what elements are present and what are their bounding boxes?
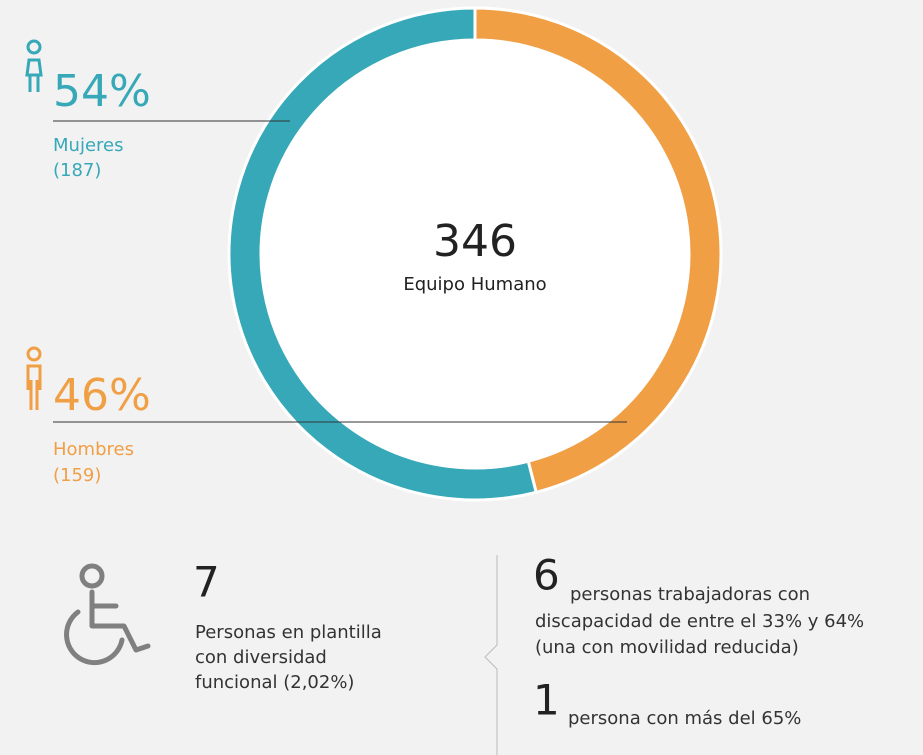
stat-text: persona con más del 65% bbox=[568, 708, 801, 729]
center-value: 346 bbox=[433, 216, 517, 267]
stat-value: 7 bbox=[193, 558, 220, 607]
count-label: (159) bbox=[53, 465, 101, 486]
value-label: 54% bbox=[53, 66, 151, 117]
stat-value: 6 bbox=[533, 551, 560, 600]
stat-text: (una con movilidad reducida) bbox=[535, 637, 799, 658]
category-label: Mujeres bbox=[53, 135, 123, 156]
value-label: 46% bbox=[53, 370, 151, 421]
divider bbox=[484, 555, 498, 755]
stat-text: personas trabajadoras con bbox=[570, 584, 810, 605]
count-label: (187) bbox=[53, 160, 101, 181]
center-label: Equipo Humano bbox=[403, 274, 546, 295]
donut-segment bbox=[227, 6, 539, 502]
stat-text: funcional (2,02%) bbox=[195, 672, 354, 693]
category-label: Hombres bbox=[53, 439, 134, 460]
wheelchair-icon bbox=[64, 563, 151, 666]
male-icon bbox=[26, 346, 42, 410]
stat-text: Personas en plantilla bbox=[195, 622, 382, 643]
donut bbox=[227, 6, 723, 502]
stat-text: con diversidad bbox=[195, 647, 327, 668]
stat-value: 1 bbox=[533, 676, 560, 725]
stat-text: discapacidad de entre el 33% y 64% bbox=[535, 611, 864, 632]
female-icon bbox=[25, 39, 43, 92]
donut-hole bbox=[262, 41, 688, 467]
